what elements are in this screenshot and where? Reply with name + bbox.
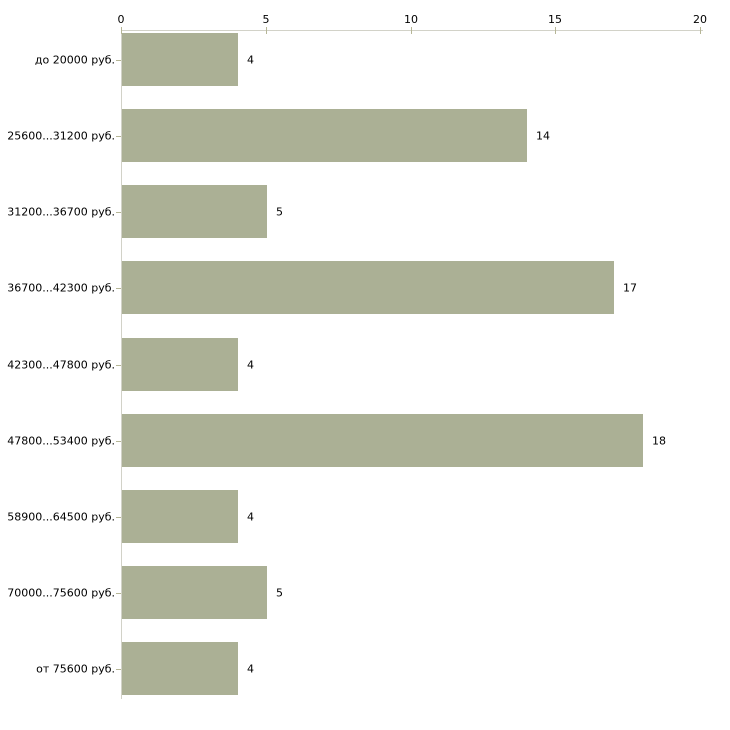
bar-value-label: 18: [652, 434, 666, 447]
bar-value-label: 14: [536, 129, 550, 142]
x-axis-tick: [700, 27, 701, 34]
y-axis-tick: [116, 136, 121, 137]
category-label: 58900...64500 руб.: [7, 510, 115, 523]
x-axis-line: [121, 30, 703, 31]
y-axis-tick: [116, 593, 121, 594]
x-axis-tick: [555, 27, 556, 34]
category-label: от 75600 руб.: [36, 662, 115, 675]
bar-value-label: 5: [276, 205, 283, 218]
bar-value-label: 4: [247, 662, 254, 675]
y-axis-tick: [116, 288, 121, 289]
bar: [122, 109, 527, 162]
bar-value-label: 4: [247, 510, 254, 523]
y-axis-tick: [116, 365, 121, 366]
y-axis-tick: [116, 60, 121, 61]
category-label: до 20000 руб.: [34, 53, 115, 66]
x-axis-tick-label: 15: [548, 13, 562, 26]
bar: [122, 185, 267, 238]
y-axis-tick: [116, 441, 121, 442]
bar: [122, 261, 614, 314]
x-axis-tick: [411, 27, 412, 34]
bar-value-label: 5: [276, 586, 283, 599]
category-label: 70000...75600 руб.: [7, 586, 115, 599]
x-axis-tick: [121, 27, 122, 34]
y-axis-tick: [116, 212, 121, 213]
category-label: 42300...47800 руб.: [7, 358, 115, 371]
bar-value-label: 4: [247, 358, 254, 371]
bar: [122, 338, 238, 391]
y-axis-tick: [116, 669, 121, 670]
x-axis-tick-label: 10: [404, 13, 418, 26]
x-axis-tick-label: 0: [117, 13, 125, 26]
x-axis-tick-label: 5: [262, 13, 270, 26]
category-label: 25600...31200 руб.: [7, 129, 115, 142]
category-label: 36700...42300 руб.: [7, 281, 115, 294]
bar-value-label: 4: [247, 53, 254, 66]
bar: [122, 490, 238, 543]
x-axis-tick-label: 20: [693, 13, 707, 26]
category-label: 47800...53400 руб.: [7, 434, 115, 447]
y-axis-line: [121, 30, 122, 699]
category-label: 31200...36700 руб.: [7, 205, 115, 218]
x-axis-tick: [266, 27, 267, 34]
bar: [122, 566, 267, 619]
bar: [122, 33, 238, 86]
bar-value-label: 17: [623, 281, 637, 294]
bar: [122, 414, 643, 467]
y-axis-tick: [116, 517, 121, 518]
bar: [122, 642, 238, 695]
